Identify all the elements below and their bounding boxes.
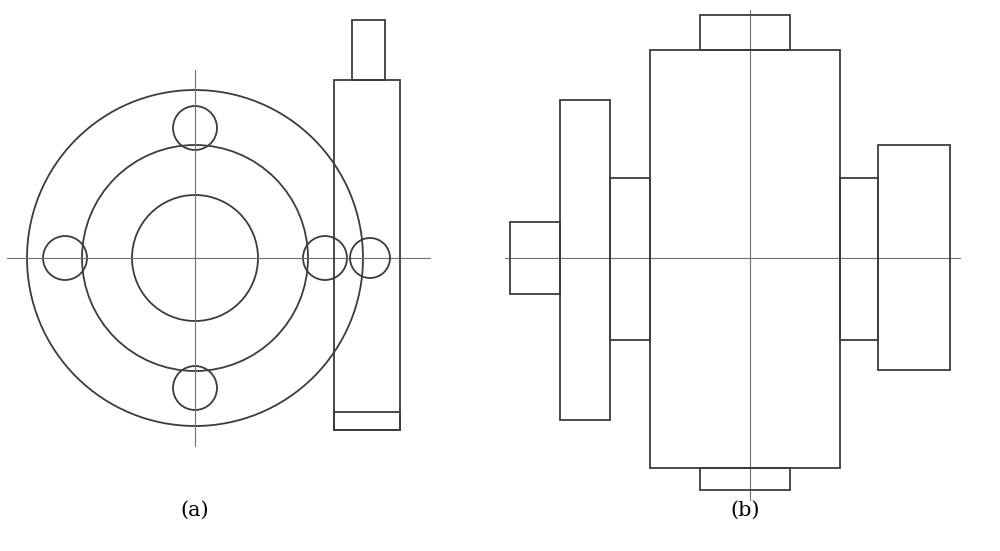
Text: (b): (b) [730,500,760,520]
Bar [334,80,400,430]
Bar [700,468,790,490]
Text: (a): (a) [181,500,209,520]
Bar [610,178,650,340]
Bar [700,15,790,50]
Bar [650,50,840,468]
Bar [510,222,560,294]
Bar [352,20,385,80]
Bar [334,412,400,430]
Bar [840,178,878,340]
Bar [560,100,610,420]
Bar [878,145,950,370]
